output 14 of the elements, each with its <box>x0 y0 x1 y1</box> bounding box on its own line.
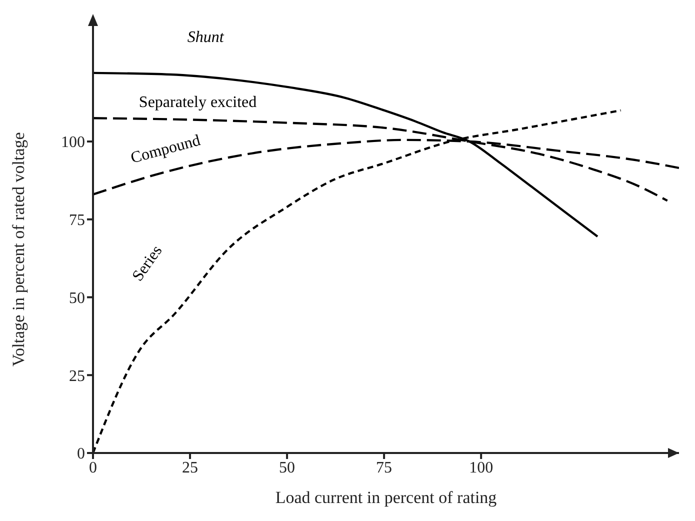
x-tick-label: 100 <box>469 459 494 476</box>
x-axis-title: Load current in percent of rating <box>275 488 498 507</box>
y-tick-label: 25 <box>69 368 85 385</box>
x-tick-label: 0 <box>89 459 97 476</box>
series-label: Shunt <box>187 28 224 46</box>
x-tick-label: 25 <box>182 459 198 476</box>
y-tick-label: 0 <box>77 446 85 463</box>
x-tick-label: 50 <box>279 459 296 476</box>
series-label: Separately excited <box>138 94 257 112</box>
y-tick-label: 75 <box>69 212 85 230</box>
y-tick-label: 50 <box>69 290 85 307</box>
x-tick-label: 75 <box>376 459 392 476</box>
y-tick-label: 100 <box>61 134 85 152</box>
y-axis-title: Voltage in percent of rated voltage <box>9 132 28 366</box>
